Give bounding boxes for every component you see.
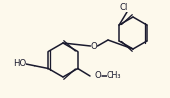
Text: HO: HO bbox=[13, 59, 26, 68]
Text: Cl: Cl bbox=[120, 3, 128, 11]
Text: CH₃: CH₃ bbox=[107, 72, 121, 80]
Text: O: O bbox=[91, 41, 97, 50]
Text: O: O bbox=[95, 72, 101, 80]
